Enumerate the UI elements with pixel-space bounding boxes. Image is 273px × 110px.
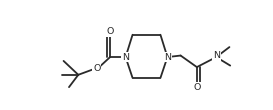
Text: N: N bbox=[164, 53, 171, 62]
Text: O: O bbox=[93, 64, 100, 73]
Text: N: N bbox=[213, 51, 220, 60]
Text: O: O bbox=[193, 83, 201, 92]
Text: N: N bbox=[122, 53, 129, 62]
Text: O: O bbox=[106, 27, 114, 36]
